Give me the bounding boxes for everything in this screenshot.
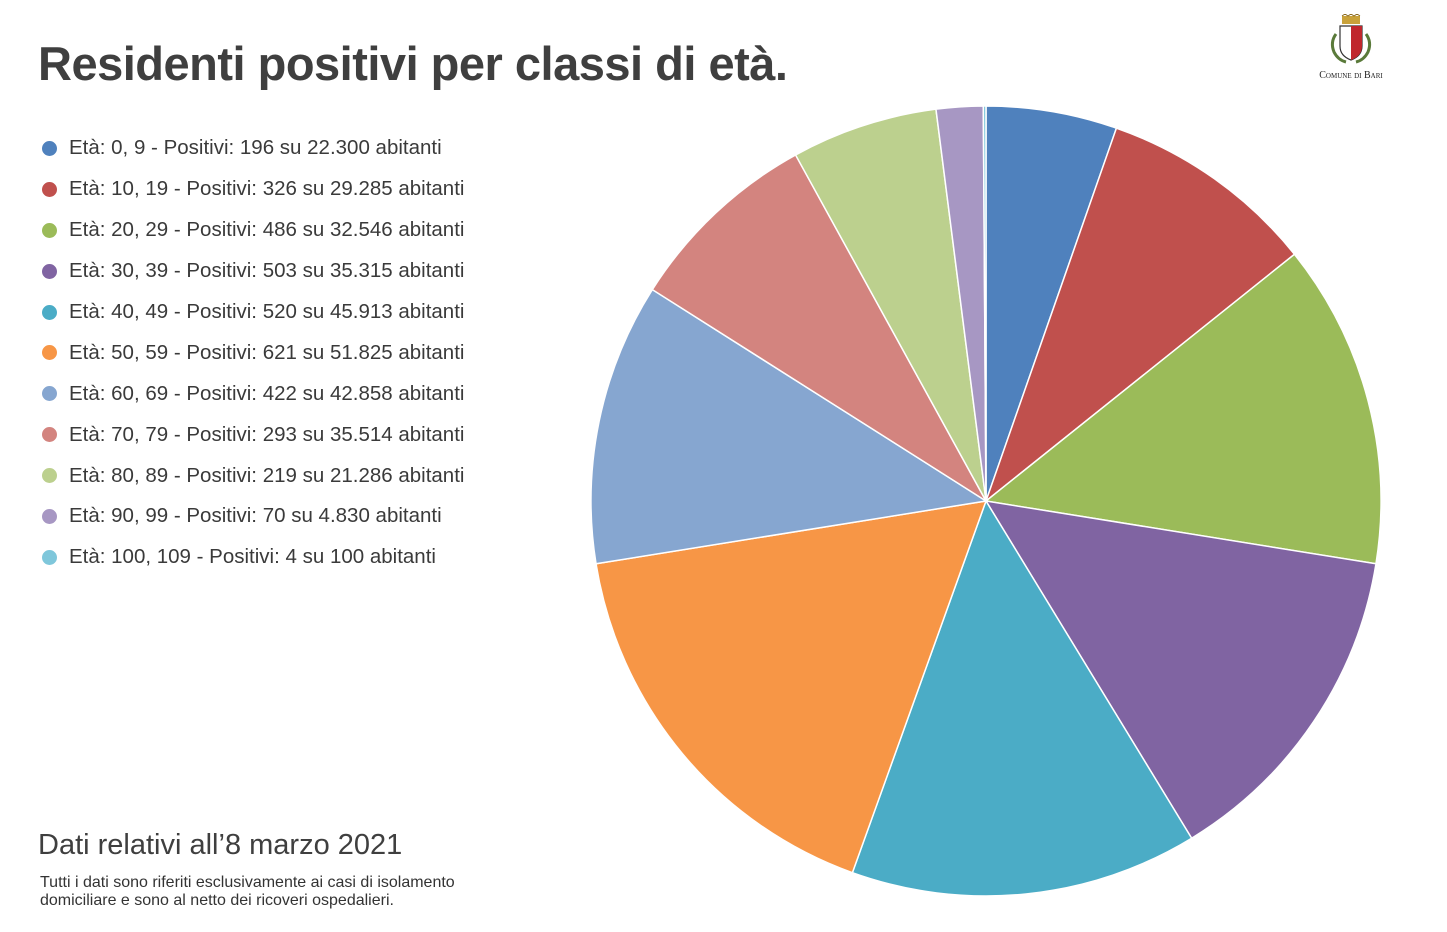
legend-label: Età: 30, 39 - Positivi: 503 su 35.315 ab… [69, 259, 465, 283]
legend-label: Età: 40, 49 - Positivi: 520 su 45.913 ab… [69, 300, 465, 323]
legend-item: Età: 30, 39 - Positivi: 503 su 35.315 ab… [42, 251, 562, 292]
legend-swatch [42, 468, 57, 484]
pie-slice-30-39 [984, 500, 1377, 840]
pie-slice-70-79 [651, 153, 987, 502]
logo-label: Comune di Bari [1319, 70, 1383, 81]
pie-slice-60-69 [590, 288, 989, 565]
legend-swatch [42, 508, 57, 524]
pie-slice-0-9 [985, 105, 1118, 502]
page-title: Residenti positivi per classi di età. [38, 37, 788, 90]
legend-label: Età: 20, 29 - Positivi: 486 su 32.546 ab… [69, 218, 465, 242]
legend-item: Età: 50, 59 - Positivi: 621 su 51.825 ab… [42, 332, 562, 373]
legend-item: Età: 10, 19 - Positivi: 326 su 29.285 ab… [42, 169, 562, 210]
legend-swatch [42, 345, 57, 361]
pie-slice-80-89 [794, 108, 987, 502]
legend-item: Età: 40, 49 - Positivi: 520 su 45.913 ab… [42, 292, 562, 333]
legend-swatch [42, 386, 57, 402]
pie-slice-100-109 [982, 105, 987, 502]
legend-swatch [42, 222, 57, 238]
data-date: Dati relativi all’8 marzo 2021 [38, 829, 403, 861]
footer-note-line-1: Tutti i dati sono riferiti esclusivament… [40, 874, 455, 891]
legend-label: Età: 50, 59 - Positivi: 621 su 51.825 ab… [69, 340, 465, 364]
coat-of-arms-icon [1330, 13, 1372, 64]
pie-slice-50-59 [595, 500, 988, 874]
pie-slice-10-19 [984, 127, 1296, 504]
legend-swatch [42, 549, 57, 565]
legend-swatch [42, 427, 57, 443]
pie-slice-40-49 [851, 499, 1193, 897]
legend-item: Età: 70, 79 - Positivi: 293 su 35.514 ab… [42, 414, 562, 455]
legend-item: Età: 90, 99 - Positivi: 70 su 4.830 abit… [42, 496, 562, 537]
comune-di-bari-logo: Comune di Bari [1306, 13, 1396, 81]
footer-note-line-2: domiciliare e sono al netto dei ricoveri… [40, 892, 394, 909]
legend-label: Età: 80, 89 - Positivi: 219 su 21.286 ab… [69, 463, 465, 487]
legend-swatch [42, 140, 57, 156]
legend-label: Età: 0, 9 - Positivi: 196 su 22.300 abit… [69, 136, 442, 160]
legend-swatch [42, 181, 57, 197]
footer-note: Tutti i dati sono riferiti esclusivament… [40, 874, 600, 910]
legend-swatch [42, 304, 57, 320]
legend-item: Età: 100, 109 - Positivi: 4 su 100 abita… [42, 537, 562, 578]
chart-legend: Età: 0, 9 - Positivi: 196 su 22.300 abit… [42, 128, 562, 578]
legend-item: Età: 80, 89 - Positivi: 219 su 21.286 ab… [42, 455, 562, 496]
legend-label: Età: 70, 79 - Positivi: 293 su 35.514 ab… [69, 422, 465, 446]
legend-label: Età: 100, 109 - Positivi: 4 su 100 abita… [69, 545, 436, 569]
legend-item: Età: 0, 9 - Positivi: 196 su 22.300 abit… [42, 128, 562, 169]
legend-label: Età: 10, 19 - Positivi: 326 su 29.285 ab… [69, 177, 465, 201]
legend-item: Età: 20, 29 - Positivi: 486 su 32.546 ab… [42, 210, 562, 251]
pie-slice-20-29 [984, 253, 1382, 565]
legend-label: Età: 60, 69 - Positivi: 422 su 42.858 ab… [69, 381, 465, 405]
legend-item: Età: 60, 69 - Positivi: 422 su 42.858 ab… [42, 373, 562, 414]
legend-swatch [42, 263, 57, 279]
legend-label: Età: 90, 99 - Positivi: 70 su 4.830 abit… [69, 504, 442, 528]
